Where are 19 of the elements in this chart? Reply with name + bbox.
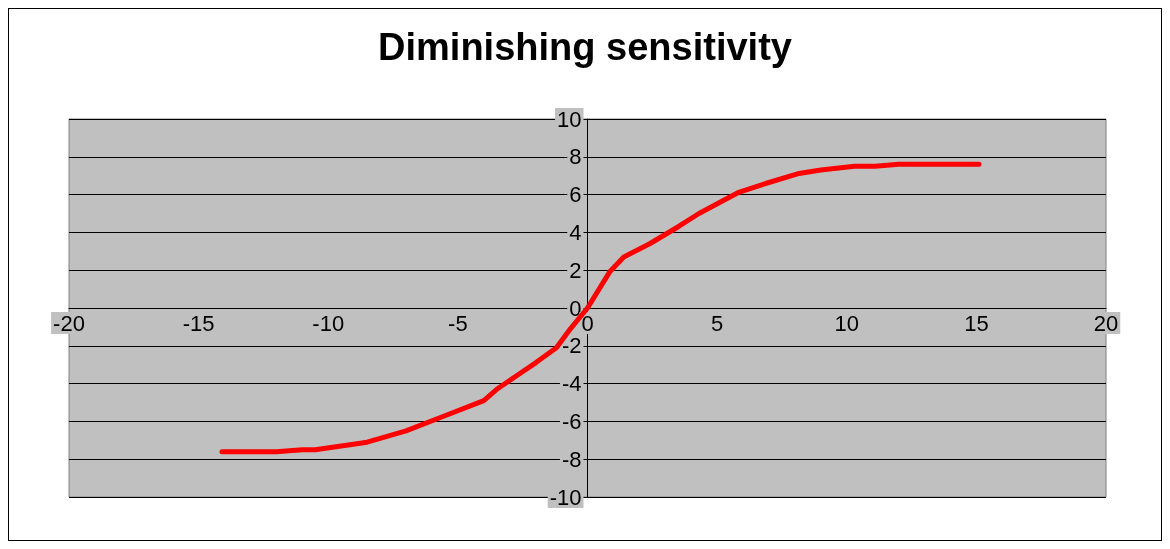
y-tick-label: 4 (569, 219, 582, 245)
y-tick-label: -6 (561, 408, 582, 434)
x-tick-label: -5 (448, 310, 468, 336)
y-tick-label: 8 (569, 144, 582, 170)
y-tick-label: -10 (549, 484, 582, 510)
chart-title: Diminishing sensitivity (378, 26, 792, 68)
y-tick-label: -2 (561, 333, 582, 359)
y-tick-label: -4 (561, 371, 582, 397)
x-tick-label: -15 (182, 310, 215, 336)
y-tick-label: 6 (569, 182, 582, 208)
y-tick-label: 10 (557, 106, 582, 132)
x-tick-label: 20 (1093, 310, 1119, 336)
x-tick-label: 5 (711, 310, 724, 336)
y-tick-label: -8 (561, 446, 582, 472)
x-tick-label: 10 (834, 310, 859, 336)
y-tick-label: 2 (569, 257, 582, 283)
x-tick-label: -10 (312, 310, 345, 336)
x-tick-label: 15 (964, 310, 989, 336)
x-tick-label: -20 (53, 310, 85, 336)
